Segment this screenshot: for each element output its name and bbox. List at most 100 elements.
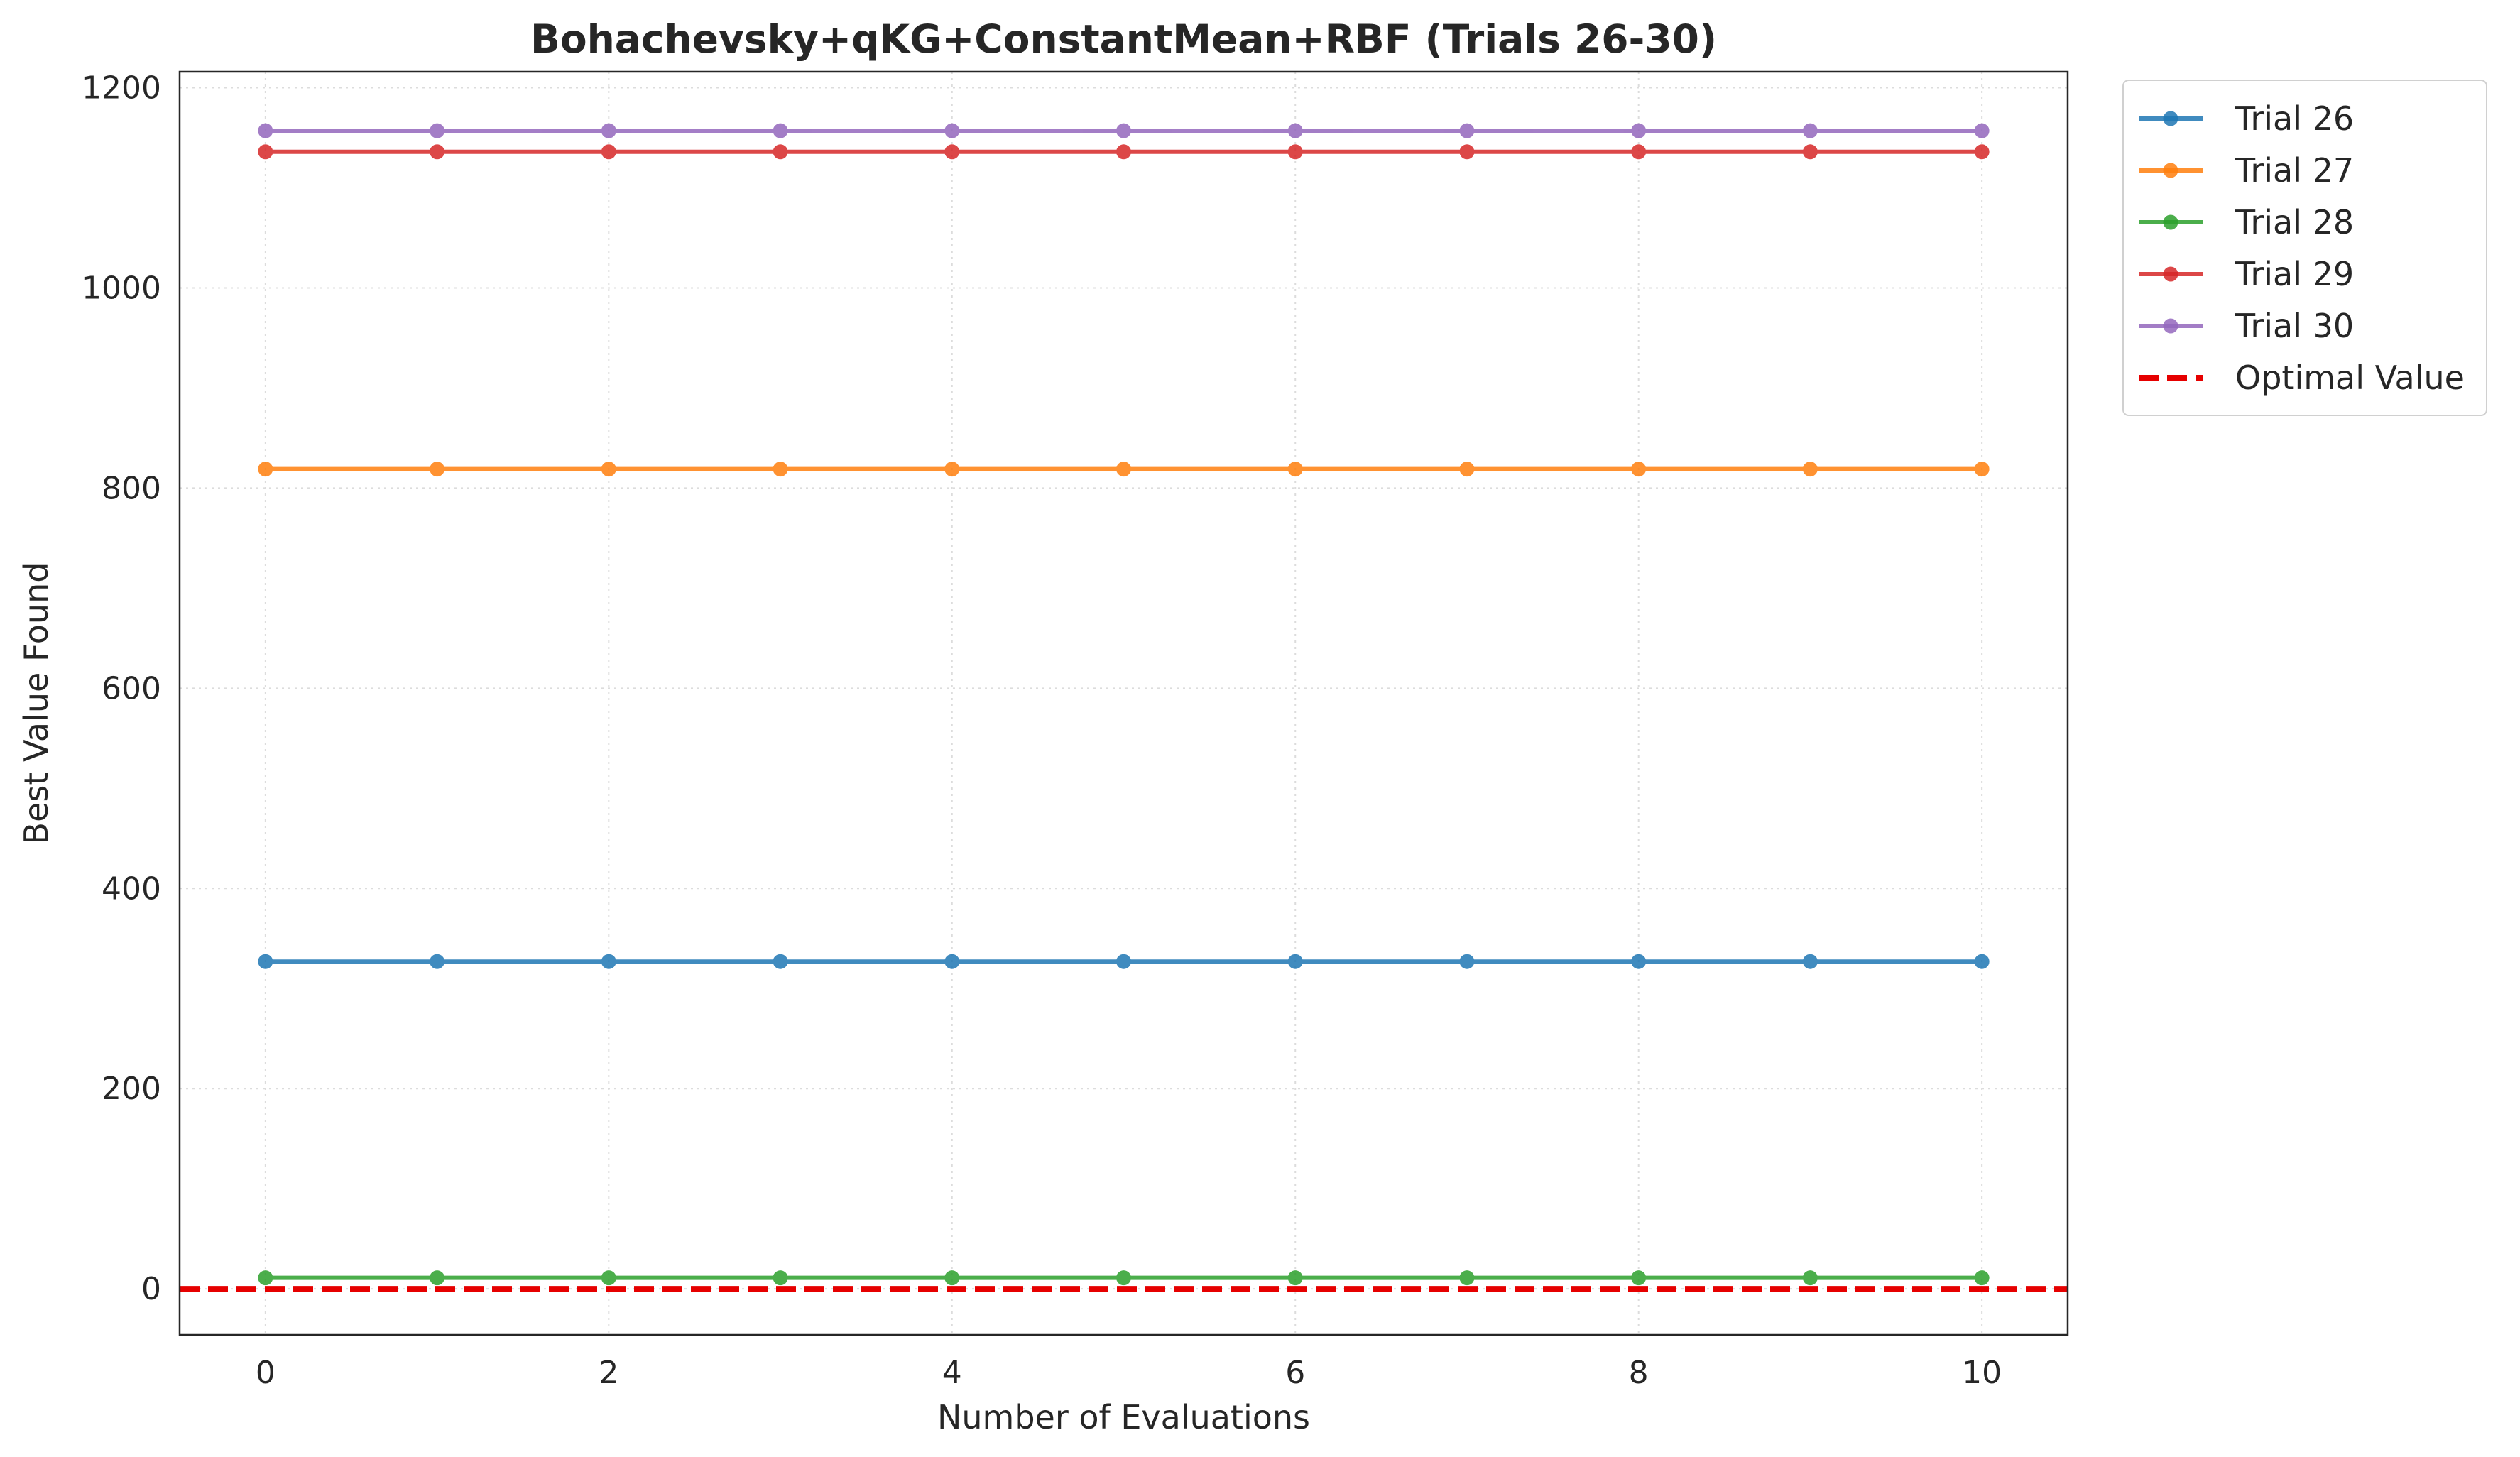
data-point (1631, 123, 1647, 138)
data-point (601, 954, 616, 969)
data-point (601, 1270, 616, 1286)
legend-item: Trial 27 (2139, 151, 2354, 190)
legend-label: Trial 30 (2235, 307, 2354, 345)
data-point (430, 123, 445, 138)
data-point (1974, 1270, 1990, 1286)
data-point (258, 123, 273, 138)
data-point (1116, 954, 1131, 969)
legend-box (2122, 80, 2487, 416)
legend-swatch-marker (2163, 163, 2178, 178)
series-5 (258, 123, 1990, 138)
legend-item: Trial 26 (2139, 99, 2354, 138)
legend-swatch-marker (2163, 318, 2178, 334)
legend-item: Optimal Value (2139, 359, 2465, 397)
legend-label: Trial 28 (2235, 203, 2354, 241)
data-point (773, 144, 788, 160)
data-point (601, 144, 616, 160)
data-point (1974, 144, 1990, 160)
y-tick-label: 0 (141, 1271, 161, 1307)
data-point (944, 954, 960, 969)
data-point (258, 1270, 273, 1286)
data-point (1974, 462, 1990, 477)
series-2 (258, 462, 1990, 477)
data-point (430, 144, 445, 160)
data-point (773, 954, 788, 969)
x-tick-label: 6 (1285, 1355, 1305, 1391)
data-point (601, 123, 616, 138)
data-point (944, 144, 960, 160)
data-point (258, 144, 273, 160)
x-tick-label: 8 (1629, 1355, 1649, 1391)
x-tick-label: 0 (256, 1355, 276, 1391)
series-3 (258, 1270, 1990, 1286)
legend-label: Optimal Value (2235, 359, 2465, 397)
data-point (1631, 144, 1647, 160)
data-point (1802, 462, 1818, 477)
data-point (258, 462, 273, 477)
y-axis-label: Best Value Found (17, 562, 55, 845)
legend-item: Trial 29 (2139, 255, 2354, 293)
data-point (773, 462, 788, 477)
data-point (430, 1270, 445, 1286)
y-tick-label: 400 (102, 871, 161, 907)
legend-swatch-marker (2163, 266, 2178, 282)
data-point (1631, 1270, 1647, 1286)
data-point (1116, 1270, 1131, 1286)
y-tick-label: 800 (102, 470, 161, 506)
data-point (430, 462, 445, 477)
data-point (773, 1270, 788, 1286)
data-point (1802, 954, 1818, 969)
data-point (773, 123, 788, 138)
legend-label: Trial 26 (2235, 99, 2354, 138)
y-tick-label: 600 (102, 670, 161, 706)
y-axis-ticks: 0 200 400 600 800 1000 1200 (82, 70, 161, 1308)
x-tick-label: 10 (1962, 1355, 2002, 1391)
data-point (258, 954, 273, 969)
x-tick-label: 4 (942, 1355, 962, 1391)
legend-label: Trial 27 (2235, 151, 2354, 190)
data-point (601, 462, 616, 477)
data-point (1116, 144, 1131, 160)
data-point (1116, 462, 1131, 477)
chart-title: Bohachevsky+qKG+ConstantMean+RBF (Trials… (530, 16, 1717, 62)
data-point (1974, 123, 1990, 138)
data-point (1287, 123, 1303, 138)
legend-label: Trial 29 (2235, 255, 2354, 293)
plot-area-frame (178, 70, 2069, 1336)
data-point (1287, 1270, 1303, 1286)
data-point (1287, 144, 1303, 160)
data-point (1287, 462, 1303, 477)
data-point (1802, 1270, 1818, 1286)
data-point (944, 1270, 960, 1286)
series-4 (258, 144, 1990, 160)
data-point (1287, 954, 1303, 969)
y-tick-label: 1000 (82, 270, 161, 306)
data-point (1802, 123, 1818, 138)
x-axis-ticks: 0 2 4 6 8 10 (256, 1355, 2002, 1391)
legend-item: Trial 30 (2139, 307, 2354, 345)
legend-item: Trial 28 (2139, 203, 2354, 241)
data-point (1116, 123, 1131, 138)
data-point (1459, 144, 1475, 160)
data-point (430, 954, 445, 969)
y-tick-label: 1200 (82, 70, 161, 107)
legend: Trial 26 Trial 27 Trial 28 Trial 29 Trial 30… (2122, 80, 2487, 416)
legend-swatch-marker (2163, 111, 2178, 126)
data-point (1631, 954, 1647, 969)
plot-series (258, 123, 1990, 1286)
x-axis-label: Number of Evaluations (937, 1398, 1310, 1436)
data-point (1802, 144, 1818, 160)
data-point (944, 462, 960, 477)
y-tick-label: 200 (102, 1071, 161, 1107)
data-point (1459, 123, 1475, 138)
legend-swatch-marker (2163, 214, 2178, 230)
data-point (1974, 954, 1990, 969)
data-point (1459, 462, 1475, 477)
data-point (1459, 954, 1475, 969)
data-point (1631, 462, 1647, 477)
series-1 (258, 954, 1990, 969)
data-point (1459, 1270, 1475, 1286)
data-point (944, 123, 960, 138)
